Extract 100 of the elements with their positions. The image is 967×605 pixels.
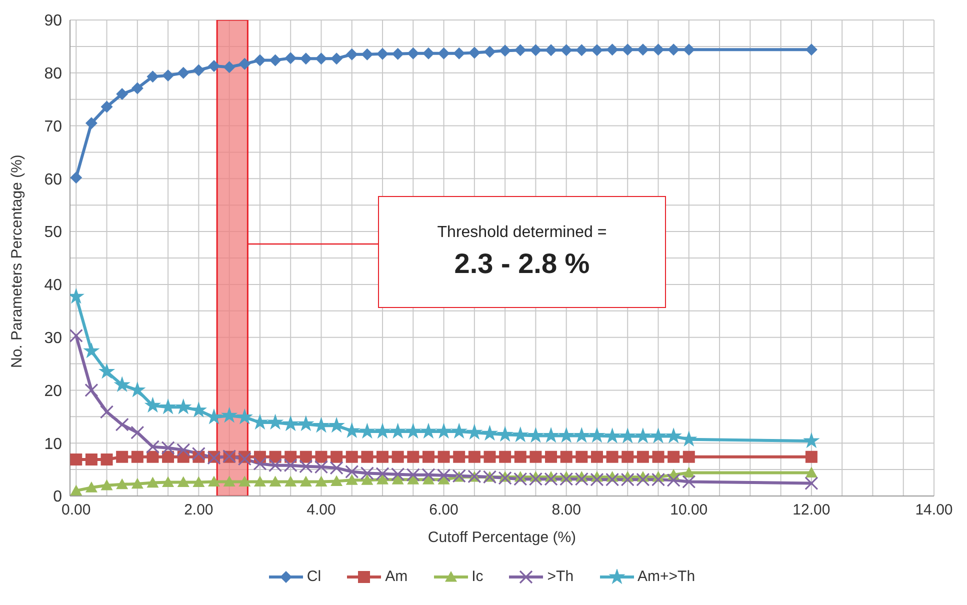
point xyxy=(436,423,452,438)
point xyxy=(238,452,252,466)
x-tick-label: 0.00 xyxy=(62,502,91,519)
point xyxy=(438,450,450,463)
point xyxy=(558,428,574,442)
point xyxy=(560,44,572,56)
point xyxy=(146,70,159,83)
point xyxy=(85,454,98,466)
point xyxy=(361,474,374,485)
point xyxy=(545,450,558,463)
point xyxy=(497,426,513,442)
point xyxy=(512,427,528,442)
point xyxy=(376,450,389,463)
point xyxy=(545,44,558,56)
point xyxy=(116,478,128,490)
point xyxy=(622,44,634,56)
point xyxy=(805,466,818,478)
point xyxy=(254,54,266,66)
point xyxy=(145,397,160,412)
point xyxy=(238,476,251,487)
y-tick-label: 50 xyxy=(44,224,62,242)
point xyxy=(346,450,358,463)
point xyxy=(530,44,542,56)
point xyxy=(223,476,236,487)
annotation: 2.3 - 2.8 % xyxy=(454,248,590,280)
point xyxy=(100,100,113,113)
legend-label: Am+>Th xyxy=(636,568,696,585)
point xyxy=(253,456,267,471)
point xyxy=(298,416,314,431)
point xyxy=(192,64,205,76)
x-tick-label: 4.00 xyxy=(306,502,336,519)
y-tick-label: 90 xyxy=(44,12,62,30)
point xyxy=(177,66,190,79)
point xyxy=(635,428,651,443)
point xyxy=(84,342,100,358)
point xyxy=(330,52,343,65)
point xyxy=(131,82,144,94)
legend-label: >Th xyxy=(546,568,574,585)
point xyxy=(70,172,82,184)
point xyxy=(222,408,238,422)
point xyxy=(804,432,820,448)
point xyxy=(269,476,282,487)
x-tick-label: 2.00 xyxy=(184,502,214,519)
point xyxy=(392,450,404,463)
point xyxy=(300,476,312,487)
y-tick-label: 70 xyxy=(44,118,62,136)
point xyxy=(514,450,526,463)
point xyxy=(405,423,421,438)
point xyxy=(636,44,649,56)
point xyxy=(407,47,420,60)
x-tick-label: 14.00 xyxy=(915,502,953,519)
point xyxy=(606,450,618,463)
point xyxy=(300,450,312,463)
point xyxy=(374,423,390,438)
point xyxy=(805,450,818,463)
point xyxy=(100,454,113,466)
point xyxy=(146,476,159,488)
y-tick-label: 20 xyxy=(44,382,62,400)
point xyxy=(84,383,98,398)
point xyxy=(100,479,113,490)
point xyxy=(604,428,620,443)
point xyxy=(238,58,251,70)
point xyxy=(162,70,174,82)
point xyxy=(70,454,82,466)
point xyxy=(130,426,144,440)
point xyxy=(208,476,220,487)
point xyxy=(468,450,480,463)
point xyxy=(589,428,605,442)
point xyxy=(451,423,467,438)
y-tick-label: 10 xyxy=(44,436,62,453)
point xyxy=(652,44,664,56)
y-tick-label: 40 xyxy=(44,277,62,294)
x-tick-label: 12.00 xyxy=(792,502,830,519)
y-tick-label: 0 xyxy=(53,488,62,506)
point xyxy=(392,48,404,60)
point xyxy=(346,474,358,485)
point xyxy=(284,476,297,487)
point xyxy=(269,54,282,66)
point xyxy=(668,44,680,56)
point xyxy=(300,52,312,65)
point xyxy=(420,423,436,438)
point xyxy=(160,399,176,414)
legend-label: Am xyxy=(384,568,408,585)
point xyxy=(361,48,374,60)
point xyxy=(190,402,206,417)
point xyxy=(682,474,696,489)
point xyxy=(407,450,420,463)
point xyxy=(100,405,114,419)
point xyxy=(376,48,389,60)
point xyxy=(514,44,526,56)
point xyxy=(162,450,174,463)
point xyxy=(484,46,496,58)
point xyxy=(804,476,818,490)
point xyxy=(805,44,818,56)
point xyxy=(282,416,298,431)
point xyxy=(390,423,406,438)
y-axis-title: No. Parameters Percentage (%) xyxy=(8,154,26,368)
point xyxy=(590,450,603,463)
point xyxy=(666,428,682,443)
point xyxy=(482,425,498,440)
